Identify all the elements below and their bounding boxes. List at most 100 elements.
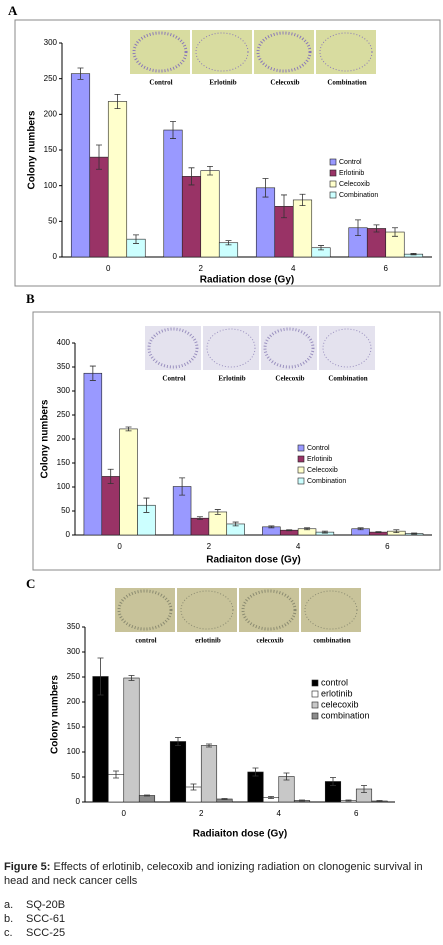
error-bar xyxy=(252,767,259,777)
error-bar xyxy=(107,468,114,485)
y-tick-label: 350 xyxy=(67,622,81,631)
error-bar xyxy=(286,529,293,532)
x-tick-label: 0 xyxy=(122,809,127,818)
plate-label: Combination xyxy=(328,375,367,383)
y-tick-label: 300 xyxy=(67,647,81,656)
error-bar xyxy=(321,530,328,534)
error-bar xyxy=(299,193,306,207)
error-bar xyxy=(361,785,367,793)
y-tick-label: 0 xyxy=(53,252,58,261)
plate-label: Control xyxy=(162,375,185,383)
y-tick-label: 250 xyxy=(44,74,58,83)
plate-photo xyxy=(177,588,237,632)
legend-swatch xyxy=(297,477,305,485)
error-bar xyxy=(89,365,96,381)
legend-label: Erlotinib xyxy=(339,170,364,177)
error-bar xyxy=(113,770,119,779)
bar xyxy=(123,677,140,803)
x-tick-label: 4 xyxy=(277,809,282,818)
x-axis-title: Radiaiton dose (Gy) xyxy=(206,555,300,566)
y-tick-label: 250 xyxy=(57,410,71,419)
y-tick-label: 50 xyxy=(61,506,70,515)
bar xyxy=(366,228,387,258)
error-bar xyxy=(411,532,418,535)
error-bar xyxy=(128,675,135,681)
plate-label: Celecoxib xyxy=(270,79,299,87)
error-bar xyxy=(357,527,364,531)
y-axis-title: Colony numbers xyxy=(27,110,38,189)
bar xyxy=(83,372,103,536)
plate xyxy=(180,590,234,630)
plate xyxy=(256,31,312,73)
plate-photo xyxy=(239,588,299,632)
item-marker: c. xyxy=(4,927,13,939)
x-tick-label: 2 xyxy=(199,809,204,818)
legend-label: Combination xyxy=(339,192,378,199)
legend-label: Combination xyxy=(307,478,346,485)
error-bar xyxy=(179,477,186,496)
y-tick-label: 100 xyxy=(67,747,81,756)
plate xyxy=(195,32,249,72)
error-bar xyxy=(143,497,150,513)
caption-item: b. SCC-61 xyxy=(4,912,65,926)
plate xyxy=(322,328,372,368)
y-tick-label: 350 xyxy=(57,362,71,371)
y-tick-label: 400 xyxy=(57,338,71,347)
y-tick-label: 150 xyxy=(57,458,71,467)
legend-swatch xyxy=(329,180,337,188)
error-bar xyxy=(97,657,104,696)
legend-swatch xyxy=(329,191,337,199)
y-tick-label: 100 xyxy=(57,482,71,491)
bar xyxy=(181,176,202,258)
error-bar xyxy=(207,166,213,176)
item-marker: b. xyxy=(4,913,14,925)
item-marker: a. xyxy=(4,899,14,911)
legend-swatch xyxy=(311,712,319,720)
y-tick-label: 200 xyxy=(67,697,81,706)
error-bar xyxy=(114,93,121,110)
legend-swatch xyxy=(297,466,305,474)
legend-label: celecoxib xyxy=(321,699,359,709)
x-tick-label: 6 xyxy=(354,809,359,818)
bar xyxy=(190,517,210,536)
error-bar xyxy=(214,509,221,515)
legend-label: control xyxy=(321,677,348,687)
error-bar xyxy=(232,521,239,527)
bar xyxy=(292,199,313,258)
bar xyxy=(119,428,138,536)
bar xyxy=(70,73,91,258)
x-tick-label: 0 xyxy=(117,542,122,551)
error-bar xyxy=(345,799,352,802)
bar xyxy=(163,129,183,258)
plate xyxy=(319,32,373,72)
x-axis-title: Radiation dose (Gy) xyxy=(200,275,294,286)
legend-label: Celecoxib xyxy=(339,181,370,188)
plate-photo xyxy=(319,326,375,370)
error-bar xyxy=(190,783,197,791)
error-bar xyxy=(206,743,212,748)
plate-label: celecoxib xyxy=(256,637,283,645)
legend-swatch xyxy=(329,169,337,177)
error-bar xyxy=(299,799,305,802)
y-axis-title: Colony numbers xyxy=(40,399,51,478)
error-bar xyxy=(373,224,380,233)
error-bar xyxy=(196,516,203,521)
plate xyxy=(132,31,188,73)
x-tick-label: 2 xyxy=(199,264,204,273)
x-axis-title: Radiaiton dose (Gy) xyxy=(193,829,287,840)
bar xyxy=(107,101,128,258)
y-tick-label: 200 xyxy=(44,109,58,118)
y-tick-label: 50 xyxy=(71,772,80,781)
plate-label: Erlotinib xyxy=(209,79,236,87)
caption-item: c. SCC-25 xyxy=(4,926,65,940)
plate-label: Control xyxy=(149,79,172,87)
plate xyxy=(117,589,173,631)
legend-label: Control xyxy=(307,445,330,452)
legend-swatch xyxy=(311,701,319,709)
error-bar xyxy=(170,121,176,139)
bar xyxy=(89,156,109,258)
error-bar xyxy=(188,167,195,186)
y-axis-title: Colony numbers xyxy=(50,675,61,754)
error-bar xyxy=(318,245,324,251)
